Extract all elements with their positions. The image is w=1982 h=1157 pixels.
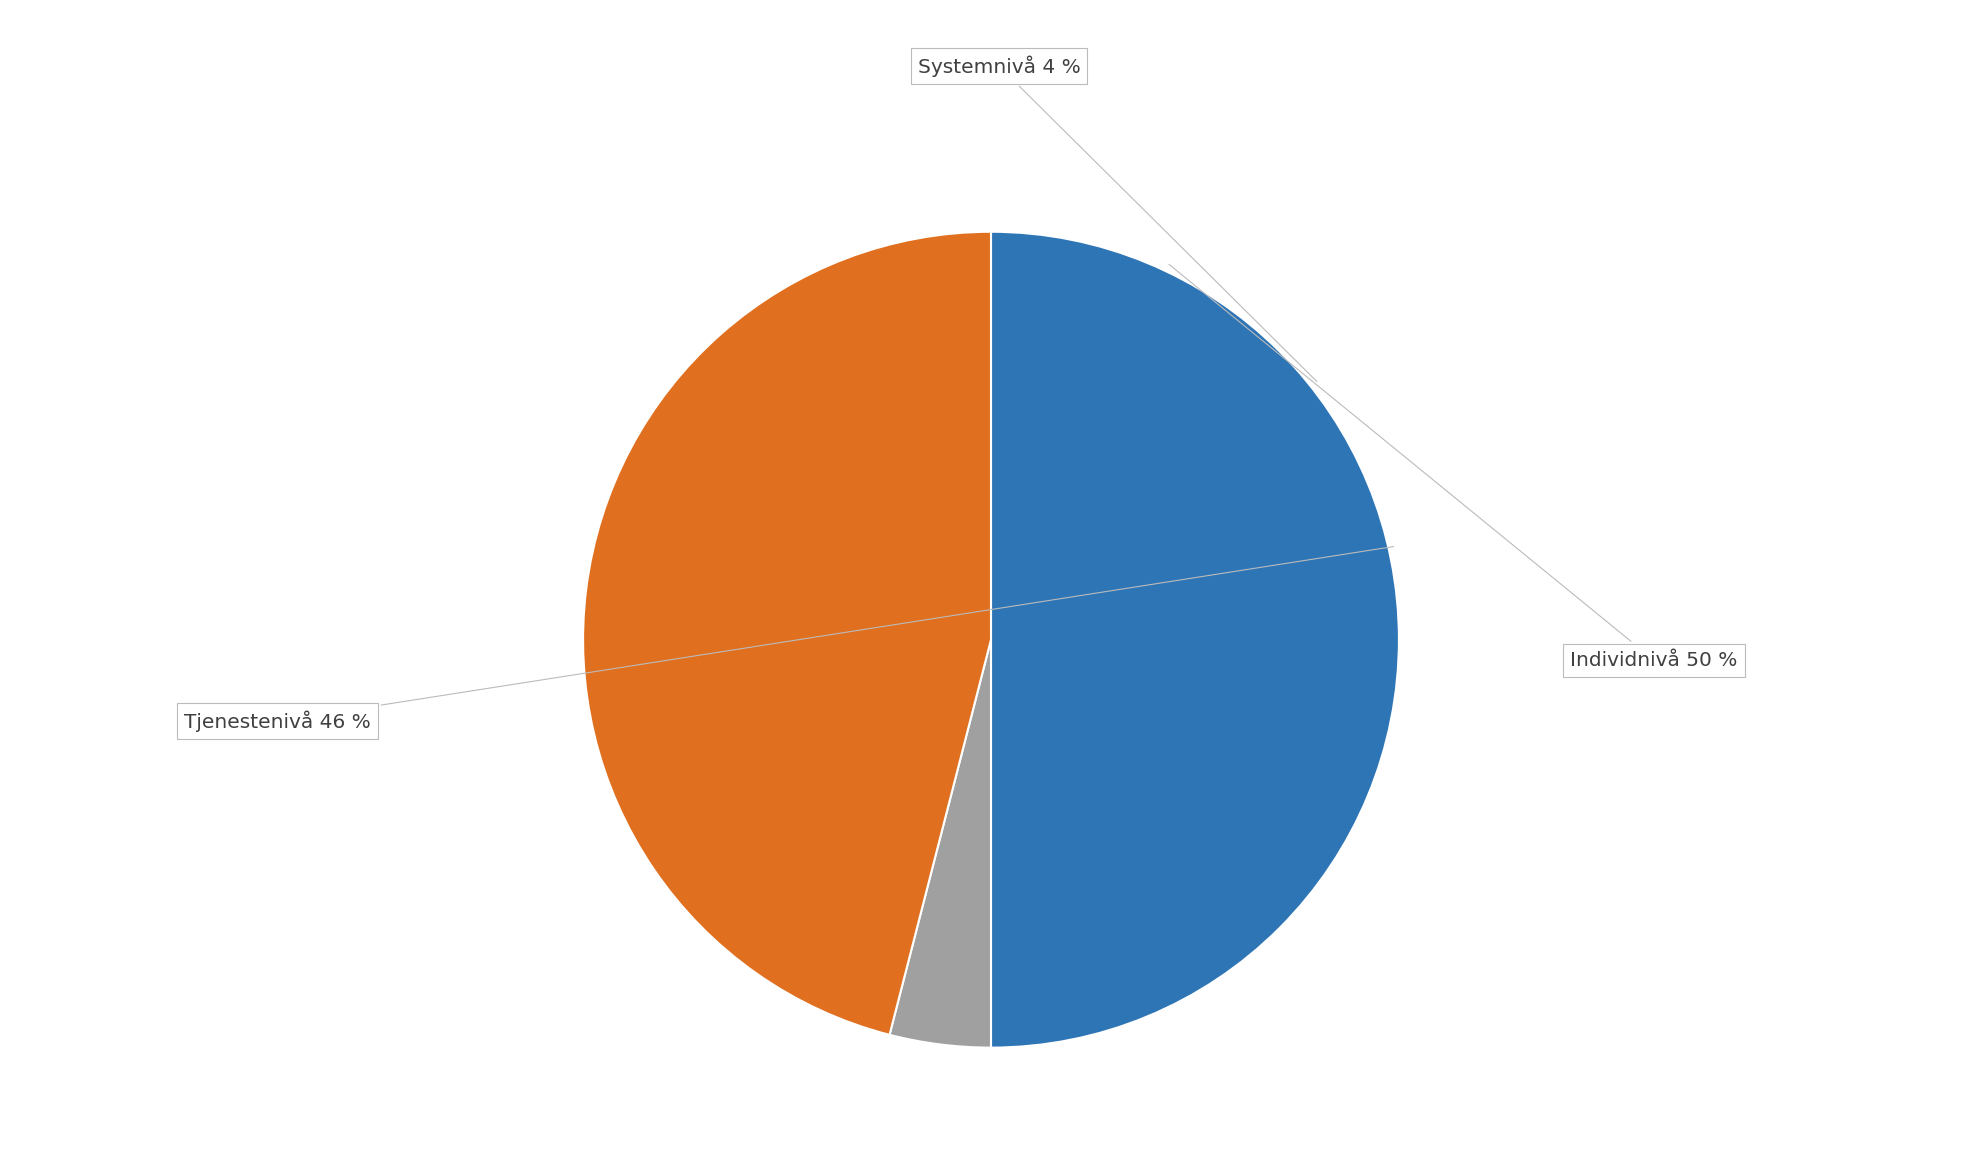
Wedge shape (583, 231, 991, 1034)
Wedge shape (991, 231, 1399, 1047)
Text: Systemnivå 4 %: Systemnivå 4 % (918, 56, 1316, 382)
Text: Tjenestenivå 46 %: Tjenestenivå 46 % (184, 546, 1393, 732)
Text: Individnivå 50 %: Individnivå 50 % (1169, 264, 1738, 670)
Wedge shape (890, 640, 991, 1047)
